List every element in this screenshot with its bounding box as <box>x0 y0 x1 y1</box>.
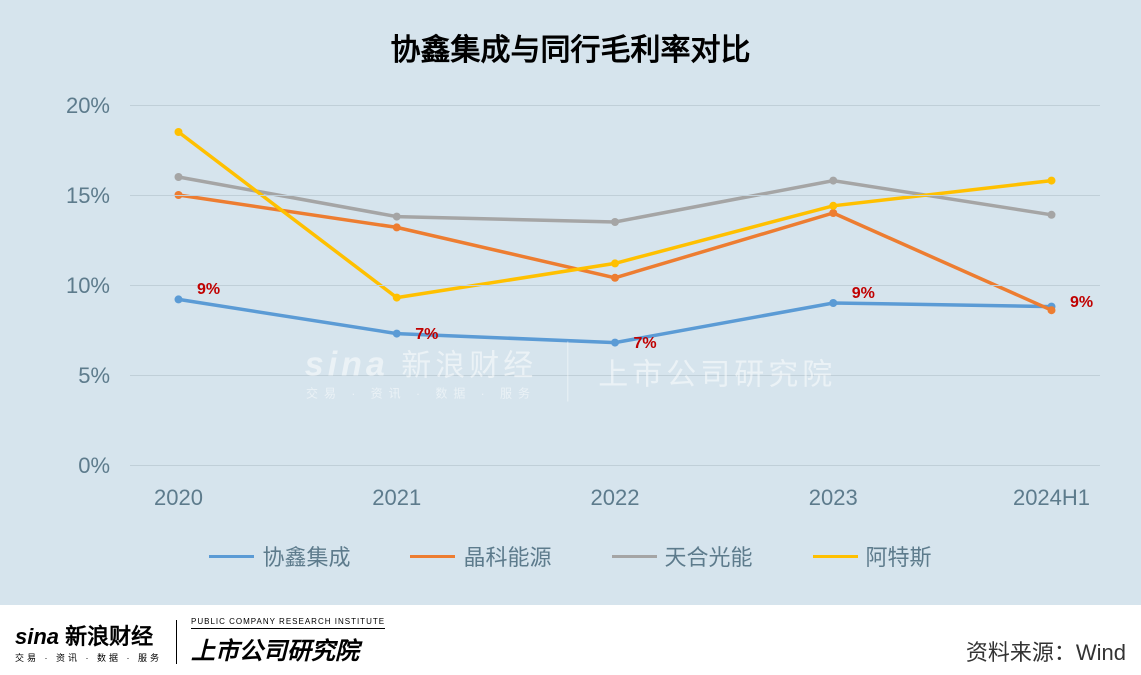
series-marker <box>611 339 619 347</box>
legend-label: 晶科能源 <box>463 540 551 572</box>
legend-swatch <box>410 555 455 558</box>
y-tick-label: 10% <box>66 273 110 299</box>
series-line <box>179 195 1052 310</box>
plot-area: 0% 5% 10% 15% 20% 9% 7% 7% 9% 9% <box>130 105 1100 465</box>
footer-sina-cn: 新浪财经 <box>65 624 153 649</box>
series-marker <box>393 223 401 231</box>
data-point-label: 9% <box>1070 294 1093 312</box>
x-axis-labels: 2020 2021 2022 2023 2024H1 <box>130 485 1100 515</box>
data-point-label: 7% <box>633 335 656 353</box>
series-marker <box>1048 211 1056 219</box>
x-tick-label: 2020 <box>154 485 203 511</box>
chart-container: 协鑫集成与同行毛利率对比 0% 5% 10% 15% 20% 9% 7% 7% 9% 9% 202… <box>0 0 1141 675</box>
gridline: 5% <box>130 375 1100 376</box>
x-tick-label: 2024H1 <box>1013 485 1090 511</box>
footer-inst-cn: 上市公司研究院 <box>191 631 385 666</box>
series-marker <box>829 209 837 217</box>
legend-item: 协鑫集成 <box>209 540 350 572</box>
data-point-label: 7% <box>415 326 438 344</box>
x-tick-label: 2023 <box>809 485 858 511</box>
footer-inst-en: PUBLIC COMPANY RESEARCH INSTITUTE <box>191 617 385 629</box>
y-tick-label: 0% <box>78 453 110 479</box>
data-point-label: 9% <box>197 281 220 299</box>
y-tick-label: 20% <box>66 93 110 119</box>
series-marker <box>393 294 401 302</box>
series-marker <box>829 177 837 185</box>
y-tick-label: 15% <box>66 183 110 209</box>
legend: 协鑫集成 晶科能源 天合光能 阿特斯 <box>0 540 1141 572</box>
legend-swatch <box>813 555 858 558</box>
data-point-label: 9% <box>852 285 875 303</box>
footer-sina-icon: sina <box>15 624 59 649</box>
legend-label: 协鑫集成 <box>262 540 350 572</box>
legend-label: 阿特斯 <box>866 540 932 572</box>
series-marker <box>1048 177 1056 185</box>
source-label: 资料来源：Wind <box>966 635 1126 667</box>
footer-divider <box>176 620 177 664</box>
footer: sina 新浪财经 交易 · 资讯 · 数据 · 服务 PUBLIC COMPA… <box>0 605 1141 675</box>
legend-item: 天合光能 <box>612 540 753 572</box>
footer-logo: sina 新浪财经 交易 · 资讯 · 数据 · 服务 PUBLIC COMPA… <box>15 617 385 666</box>
series-marker <box>175 173 183 181</box>
gridline: 0% <box>130 465 1100 466</box>
series-marker <box>611 218 619 226</box>
series-marker <box>829 202 837 210</box>
legend-swatch <box>209 555 254 558</box>
series-marker <box>611 274 619 282</box>
footer-sina-sub: 交易 · 资讯 · 数据 · 服务 <box>15 651 162 664</box>
y-tick-label: 5% <box>78 363 110 389</box>
gridline: 20% <box>130 105 1100 106</box>
legend-swatch <box>612 555 657 558</box>
legend-label: 天合光能 <box>665 540 753 572</box>
legend-item: 晶科能源 <box>410 540 551 572</box>
gridline: 10% <box>130 285 1100 286</box>
x-tick-label: 2022 <box>591 485 640 511</box>
series-marker <box>829 299 837 307</box>
series-marker <box>175 128 183 136</box>
x-tick-label: 2021 <box>372 485 421 511</box>
series-marker <box>393 330 401 338</box>
legend-item: 阿特斯 <box>813 540 932 572</box>
series-marker <box>175 295 183 303</box>
chart-title: 协鑫集成与同行毛利率对比 <box>0 25 1141 69</box>
gridline: 15% <box>130 195 1100 196</box>
series-marker <box>1048 306 1056 314</box>
series-line <box>179 299 1052 342</box>
series-marker <box>611 259 619 267</box>
series-marker <box>393 213 401 221</box>
